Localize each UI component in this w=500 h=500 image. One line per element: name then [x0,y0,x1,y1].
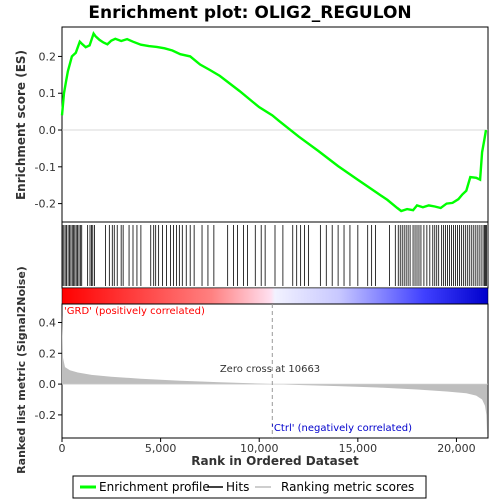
metric-y-axis-label: Ranked list metric (Signal2Noise) [15,266,28,474]
legend: Enrichment profile Hits Ranking metric s… [73,476,426,498]
es-y-tick-label: 0.0 [39,124,57,137]
es-y-axis-ticks: -0.2 -0.1 0.0 0.1 0.2 [35,50,62,210]
es-y-tick-label: -0.1 [35,161,56,174]
metric-y-tick-label: 0.2 [39,347,57,360]
legend-es-label: Enrichment profile [99,480,210,494]
legend-metric-label: Ranking metric scores [281,480,414,494]
zero-cross-label: Zero cross at 10663 [220,364,320,375]
x-axis-ticks: 0 5,000 10,000 15,000 20,000 [59,438,476,455]
es-y-tick-label: -0.2 [35,198,56,211]
es-panel-frame [62,27,488,222]
metric-y-tick-label: -0.2 [35,409,56,422]
es-y-tick-label: 0.2 [39,50,57,63]
positive-correlation-label: 'GRD' (positively correlated) [64,306,205,317]
negative-correlation-label: 'Ctrl' (negatively correlated) [271,423,412,434]
rank-color-bar [62,288,488,304]
metric-y-tick-label: 0.0 [39,378,57,391]
metric-y-tick-label: 0.4 [39,316,57,329]
es-y-tick-label: 0.1 [39,87,57,100]
metric-y-axis-ticks: -0.2 0.0 0.2 0.4 [35,316,62,421]
x-tick-label: 20,000 [437,442,476,455]
chart-title: Enrichment plot: OLIG2_REGULON [88,3,411,23]
es-y-axis-label: Enrichment score (ES) [14,50,28,200]
legend-hits-label: Hits [226,480,249,494]
x-axis-label: Rank in Ordered Dataset [191,454,359,468]
x-tick-label: 5,000 [145,442,177,455]
x-tick-label: 0 [59,442,66,455]
